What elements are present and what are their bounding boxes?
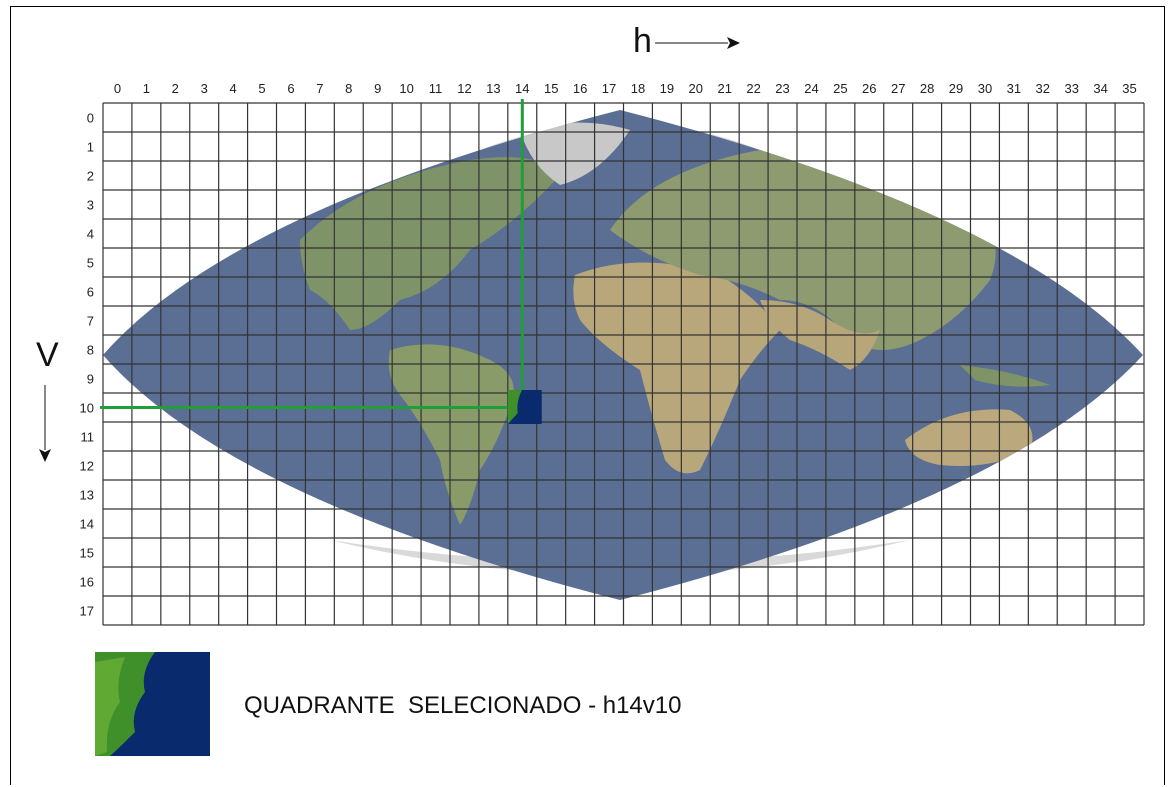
v-tick-label: 3 <box>87 198 94 213</box>
v-tick-label: 17 <box>80 604 94 619</box>
selected-tile-thumbnail <box>95 652 210 756</box>
h-tick-label: 29 <box>949 81 963 96</box>
h-tick-label: 11 <box>429 81 443 96</box>
h-tick-label: 34 <box>1093 81 1107 96</box>
v-tick-label: 16 <box>80 575 94 590</box>
h-tick-label: 10 <box>399 81 413 96</box>
h-tick-label: 2 <box>172 81 179 96</box>
v-tick-label: 0 <box>87 111 94 126</box>
v-tick-label: 15 <box>80 546 94 561</box>
h-tick-label: 25 <box>833 81 847 96</box>
h-tick-label: 30 <box>978 81 992 96</box>
h-tick-label: 18 <box>631 81 645 96</box>
h-tick-label: 0 <box>114 81 121 96</box>
h-tick-label: 16 <box>573 81 587 96</box>
h-tick-label: 26 <box>862 81 876 96</box>
h-tick-label: 4 <box>230 81 237 96</box>
h-tick-label: 3 <box>201 81 208 96</box>
h-tick-label: 8 <box>345 81 352 96</box>
h-tick-label: 21 <box>717 81 731 96</box>
h-axis-ticks: 0 1 2 3 4 5 6 7 8 9 10 11 12 13 14 15 16 17 18 19 20 21 22 23 24… <box>114 81 1137 96</box>
v-tick-label: 4 <box>87 227 94 242</box>
v-tick-label: 7 <box>87 314 94 329</box>
h-tick-label: 28 <box>920 81 934 96</box>
h-tick-label: 22 <box>746 81 760 96</box>
h-tick-label: 20 <box>689 81 703 96</box>
h-axis-arrow-icon <box>655 37 740 49</box>
h-tick-label: 15 <box>544 81 558 96</box>
h-tick-label: 19 <box>660 81 674 96</box>
v-tick-label: 14 <box>80 517 94 532</box>
v-tick-label: 5 <box>87 256 94 271</box>
v-tick-label: 2 <box>87 169 94 184</box>
h-tick-label: 6 <box>287 81 294 96</box>
v-tick-label: 13 <box>80 488 94 503</box>
v-tick-label: 12 <box>80 459 94 474</box>
v-tick-label: 10 <box>80 401 94 416</box>
v-tick-label: 1 <box>87 140 94 155</box>
h-tick-label: 31 <box>1007 81 1021 96</box>
v-tick-label: 11 <box>81 430 95 445</box>
h-tick-label: 32 <box>1036 81 1050 96</box>
h-tick-label: 5 <box>258 81 265 96</box>
h-tick-label: 7 <box>316 81 323 96</box>
h-tick-label: 13 <box>486 81 500 96</box>
v-tick-label: 8 <box>87 343 94 358</box>
v-axis-label: V <box>36 336 59 374</box>
h-tick-label: 1 <box>143 81 150 96</box>
selected-quadrant-caption: QUADRANTE SELECIONADO - h14v10 <box>244 692 681 720</box>
tile-grid <box>103 103 1144 625</box>
h-tick-label: 24 <box>804 81 818 96</box>
h-tick-label: 23 <box>775 81 789 96</box>
h-tick-label: 9 <box>374 81 381 96</box>
h-axis-label: h <box>633 22 652 60</box>
h-tick-label: 27 <box>891 81 905 96</box>
h-tick-label: 35 <box>1122 81 1136 96</box>
v-tick-label: 6 <box>87 285 94 300</box>
v-tick-label: 9 <box>87 372 94 387</box>
v-axis-arrow-icon <box>39 385 51 462</box>
h-tick-label: 17 <box>602 81 616 96</box>
h-tick-label: 14 <box>515 81 529 96</box>
h-tick-label: 12 <box>457 81 471 96</box>
h-tick-label: 33 <box>1064 81 1078 96</box>
